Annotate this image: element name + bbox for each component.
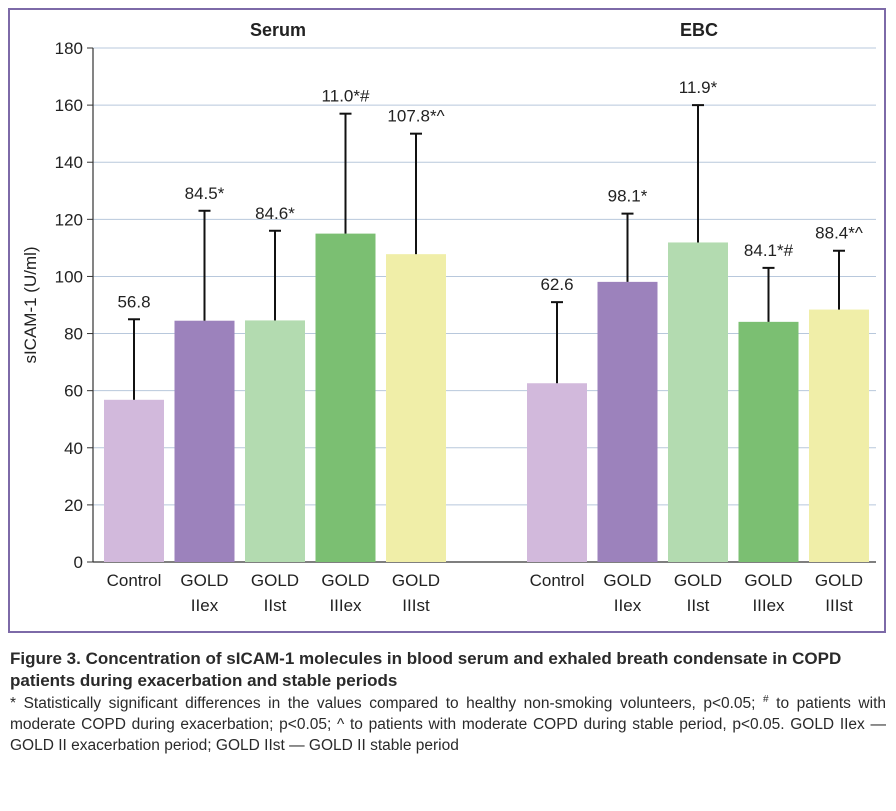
figure-caption: Figure 3. Concentration of sICAM-1 molec… bbox=[10, 648, 886, 756]
y-tick-label: 40 bbox=[64, 439, 83, 458]
x-tick-label: GOLD bbox=[744, 571, 792, 590]
caption-hash-symbol: # bbox=[763, 693, 769, 705]
x-tick-label: GOLD bbox=[251, 571, 299, 590]
y-tick-label: 0 bbox=[74, 553, 83, 572]
y-tick-label: 120 bbox=[55, 210, 83, 229]
bar bbox=[104, 399, 164, 562]
data-label: 11.0*# bbox=[322, 87, 370, 106]
x-tick-label: IIIex bbox=[752, 596, 785, 615]
bar bbox=[386, 254, 446, 562]
caption-note-part1: * Statistically significant differences … bbox=[10, 695, 764, 712]
bar bbox=[738, 321, 799, 562]
y-tick-label: 140 bbox=[55, 153, 83, 172]
data-label: 88.4*^ bbox=[815, 224, 863, 243]
x-tick-label: IIIst bbox=[402, 596, 430, 615]
data-label: 98.1* bbox=[608, 187, 648, 206]
x-tick-label: GOLD bbox=[603, 571, 651, 590]
caption-note-part2: to patients with moderate COPD during ex… bbox=[10, 695, 886, 754]
group-title: Serum bbox=[250, 20, 306, 40]
bar bbox=[315, 233, 376, 562]
x-tick-label: GOLD bbox=[674, 571, 722, 590]
y-tick-label: 180 bbox=[55, 39, 83, 58]
x-tick-label: GOLD bbox=[392, 571, 440, 590]
bar bbox=[809, 309, 869, 562]
x-tick-label: GOLD bbox=[180, 571, 228, 590]
bar-chart: 0 20 40 60 80 100 120 140 160 180 sICAM-1 (U/ml) Se… bbox=[21, 20, 876, 615]
x-tick-label: IIst bbox=[264, 596, 287, 615]
figure-frame bbox=[8, 8, 886, 633]
bar bbox=[245, 320, 305, 562]
x-tick-label: IIIex bbox=[329, 596, 362, 615]
y-tick-label: 20 bbox=[64, 496, 83, 515]
data-label: 107.8*^ bbox=[387, 107, 444, 126]
bar bbox=[668, 242, 728, 563]
x-tick-label: IIex bbox=[191, 596, 219, 615]
y-tick-label: 80 bbox=[64, 325, 83, 344]
caption-title: Figure 3. Concentration of sICAM-1 molec… bbox=[10, 649, 842, 690]
data-label: 56.8 bbox=[117, 292, 150, 311]
x-tick-label: GOLD bbox=[815, 571, 863, 590]
x-tick-label: GOLD bbox=[321, 571, 369, 590]
x-tick-label: IIex bbox=[614, 596, 642, 615]
group-title: EBC bbox=[680, 20, 718, 40]
x-tick-label: Control bbox=[107, 571, 162, 590]
data-label: 62.6 bbox=[540, 275, 573, 294]
y-tick-label: 160 bbox=[55, 96, 83, 115]
x-tick-label: IIIst bbox=[825, 596, 853, 615]
y-tick-label: 60 bbox=[64, 382, 83, 401]
y-axis-label: sICAM-1 (U/ml) bbox=[21, 246, 40, 363]
x-tick-label: Control bbox=[530, 571, 585, 590]
bar bbox=[527, 383, 587, 562]
data-label: 84.1*# bbox=[744, 241, 794, 260]
data-label: 11.9* bbox=[679, 78, 718, 97]
data-label: 84.6* bbox=[255, 204, 295, 223]
caption-note: * Statistically significant differences … bbox=[10, 693, 886, 756]
data-label: 84.5* bbox=[185, 184, 225, 203]
y-tick-label: 100 bbox=[55, 267, 83, 286]
x-tick-label: IIst bbox=[687, 596, 710, 615]
bar bbox=[597, 281, 658, 562]
bar bbox=[174, 320, 235, 562]
